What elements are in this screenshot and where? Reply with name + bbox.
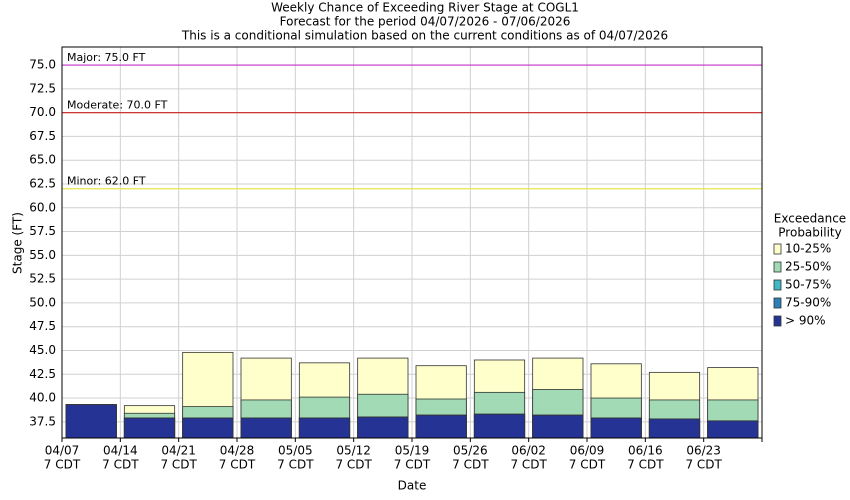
bar xyxy=(532,414,584,439)
chart-subtitle: This is a conditional simulation based o… xyxy=(181,29,668,43)
y-axis-label: Stage (FT) xyxy=(11,212,25,274)
y-tick-label: 65.0 xyxy=(29,153,56,167)
bar xyxy=(590,417,642,439)
bar xyxy=(240,417,292,439)
bar xyxy=(415,414,467,439)
x-tick-sublabel: 7 CDT xyxy=(160,458,197,472)
y-tick-label: 45.0 xyxy=(29,343,56,357)
x-tick-sublabel: 7 CDT xyxy=(277,458,314,472)
x-tick-sublabel: 7 CDT xyxy=(44,458,81,472)
chart-title: Weekly Chance of Exceeding River Stage a… xyxy=(271,1,579,15)
y-tick-label: 72.5 xyxy=(29,81,56,95)
y-tick-label: 57.5 xyxy=(29,224,56,238)
x-tick-label: 04/14 xyxy=(103,444,138,458)
y-tick-label: 55.0 xyxy=(29,248,56,262)
legend-label: 25-50% xyxy=(785,260,831,274)
x-tick-label: 05/12 xyxy=(336,444,371,458)
y-tick-label: 52.5 xyxy=(29,272,56,286)
y-tick-label: 60.0 xyxy=(29,200,56,214)
y-tick-label: 37.5 xyxy=(29,414,56,428)
y-tick-label: 50.0 xyxy=(29,295,56,309)
legend-label: > 90% xyxy=(785,314,826,328)
threshold-label: Major: 75.0 FT xyxy=(67,51,146,64)
x-tick-label: 05/26 xyxy=(453,444,488,458)
y-tick-label: 47.5 xyxy=(29,319,56,333)
bar xyxy=(182,417,234,439)
legend-title: Probability xyxy=(778,226,841,240)
y-tick-label: 62.5 xyxy=(29,176,56,190)
x-tick-label: 06/09 xyxy=(570,444,605,458)
bar xyxy=(357,416,409,439)
x-tick-sublabel: 7 CDT xyxy=(510,458,547,472)
x-tick-label: 05/19 xyxy=(395,444,430,458)
legend-title: Exceedance xyxy=(774,212,846,226)
x-tick-label: 06/02 xyxy=(511,444,546,458)
bar xyxy=(298,417,351,439)
x-tick-label: 04/07 xyxy=(45,444,80,458)
x-tick-sublabel: 7 CDT xyxy=(219,458,256,472)
threshold-label: Moderate: 70.0 FT xyxy=(67,99,168,112)
y-tick-label: 75.0 xyxy=(29,58,56,72)
bar xyxy=(473,413,526,439)
x-tick-label: 04/21 xyxy=(161,444,196,458)
legend-swatch xyxy=(773,297,782,309)
x-tick-sublabel: 7 CDT xyxy=(102,458,139,472)
x-tick-label: 06/23 xyxy=(686,444,721,458)
x-tick-sublabel: 7 CDT xyxy=(685,458,722,472)
legend-swatch xyxy=(773,279,782,291)
bar xyxy=(648,418,701,439)
legend-label: 75-90% xyxy=(785,296,831,310)
x-tick-sublabel: 7 CDT xyxy=(452,458,489,472)
x-tick-sublabel: 7 CDT xyxy=(335,458,372,472)
x-tick-sublabel: 7 CDT xyxy=(394,458,431,472)
y-tick-label: 40.0 xyxy=(29,391,56,405)
bar xyxy=(707,420,759,439)
threshold-label: Minor: 62.0 FT xyxy=(67,175,146,188)
chart-subtitle: Forecast for the period 04/07/2026 - 07/… xyxy=(280,15,571,29)
y-tick-label: 70.0 xyxy=(29,105,56,119)
x-tick-label: 04/28 xyxy=(220,444,255,458)
legend-swatch xyxy=(773,261,782,273)
legend-label: 50-75% xyxy=(785,278,831,292)
y-tick-label: 42.5 xyxy=(29,367,56,381)
x-tick-sublabel: 7 CDT xyxy=(569,458,606,472)
x-axis-label: Date xyxy=(398,479,427,493)
bar xyxy=(65,404,117,439)
x-tick-label: 05/05 xyxy=(278,444,313,458)
legend-swatch xyxy=(773,315,782,327)
legend-swatch xyxy=(773,243,782,255)
y-tick-label: 67.5 xyxy=(29,129,56,143)
x-tick-sublabel: 7 CDT xyxy=(627,458,664,472)
bar xyxy=(123,417,176,439)
x-tick-label: 06/16 xyxy=(628,444,663,458)
legend-label: 10-25% xyxy=(785,242,831,256)
plot-frame xyxy=(61,46,763,439)
